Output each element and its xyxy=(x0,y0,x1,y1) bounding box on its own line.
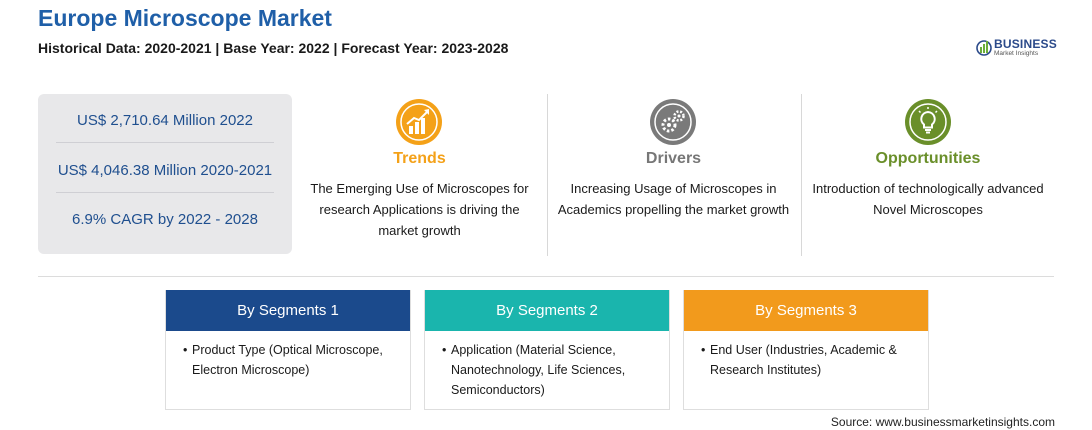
opportunities-column: Opportunities Introduction of technologi… xyxy=(808,94,1048,254)
bullet: • xyxy=(442,343,447,357)
opportunities-text: Introduction of technologically advanced… xyxy=(812,181,1044,217)
divider xyxy=(56,192,274,193)
business-market-insights-logo[interactable]: BUSINESS Market Insights xyxy=(975,35,1065,61)
rising-chart-icon xyxy=(396,99,442,145)
opportunities-title: Opportunities xyxy=(875,150,981,167)
bullet: • xyxy=(701,343,706,357)
drivers-text: Increasing Usage of Microscopes in Acade… xyxy=(557,181,790,217)
segment-2-body: • Application (Material Science, Nanotec… xyxy=(425,331,669,400)
drivers-column: Drivers Increasing Usage of Microscopes … xyxy=(557,94,790,254)
segment-1-text: Product Type (Optical Microscope, Electr… xyxy=(192,343,383,377)
segment-2-text: Application (Material Science, Nanotechn… xyxy=(451,343,626,397)
trends-text: The Emerging Use of Microscopes for rese… xyxy=(310,181,529,238)
segment-card-1: By Segments 1 • Product Type (Optical Mi… xyxy=(165,290,411,410)
globe-bars-icon xyxy=(976,40,992,56)
lightbulb-icon xyxy=(905,99,951,145)
segment-1-header: By Segments 1 xyxy=(166,290,410,331)
bullet: • xyxy=(183,343,188,357)
segment-card-3: By Segments 3 • End User (Industries, Ac… xyxy=(683,290,929,410)
market-size-2022: US$ 2,710.64 Million 2022 xyxy=(77,112,253,129)
segment-3-body: • End User (Industries, Academic & Resea… xyxy=(684,331,928,380)
column-divider xyxy=(801,94,802,256)
section-divider xyxy=(38,276,1054,277)
logo-brand: BUSINESS xyxy=(994,37,1057,51)
drivers-title: Drivers xyxy=(645,150,702,167)
market-size-historical: US$ 4,046.38 Million 2020-2021 xyxy=(57,162,273,179)
segment-3-header: By Segments 3 xyxy=(684,290,928,331)
column-divider xyxy=(547,94,548,256)
logo-tagline: Market Insights xyxy=(994,50,1039,57)
page-subtitle: Historical Data: 2020-2021 | Base Year: … xyxy=(38,40,509,56)
gears-icon xyxy=(650,99,696,145)
segment-card-2: By Segments 2 • Application (Material Sc… xyxy=(424,290,670,410)
segment-1-body: • Product Type (Optical Microscope, Elec… xyxy=(166,331,410,380)
divider xyxy=(56,142,274,143)
source-link[interactable]: Source: www.businessmarketinsights.com xyxy=(830,415,1055,429)
cagr-stat: 6.9% CAGR by 2022 - 2028 xyxy=(72,211,258,228)
trends-column: Trends The Emerging Use of Microscopes f… xyxy=(298,94,541,254)
page-title: Europe Microscope Market xyxy=(38,5,332,31)
segment-2-header: By Segments 2 xyxy=(425,290,669,331)
trends-title: Trends xyxy=(393,150,446,167)
segment-3-text: End User (Industries, Academic & Researc… xyxy=(710,343,897,377)
market-stats-panel: US$ 2,710.64 Million 2022 US$ 4,046.38 M… xyxy=(38,94,292,254)
